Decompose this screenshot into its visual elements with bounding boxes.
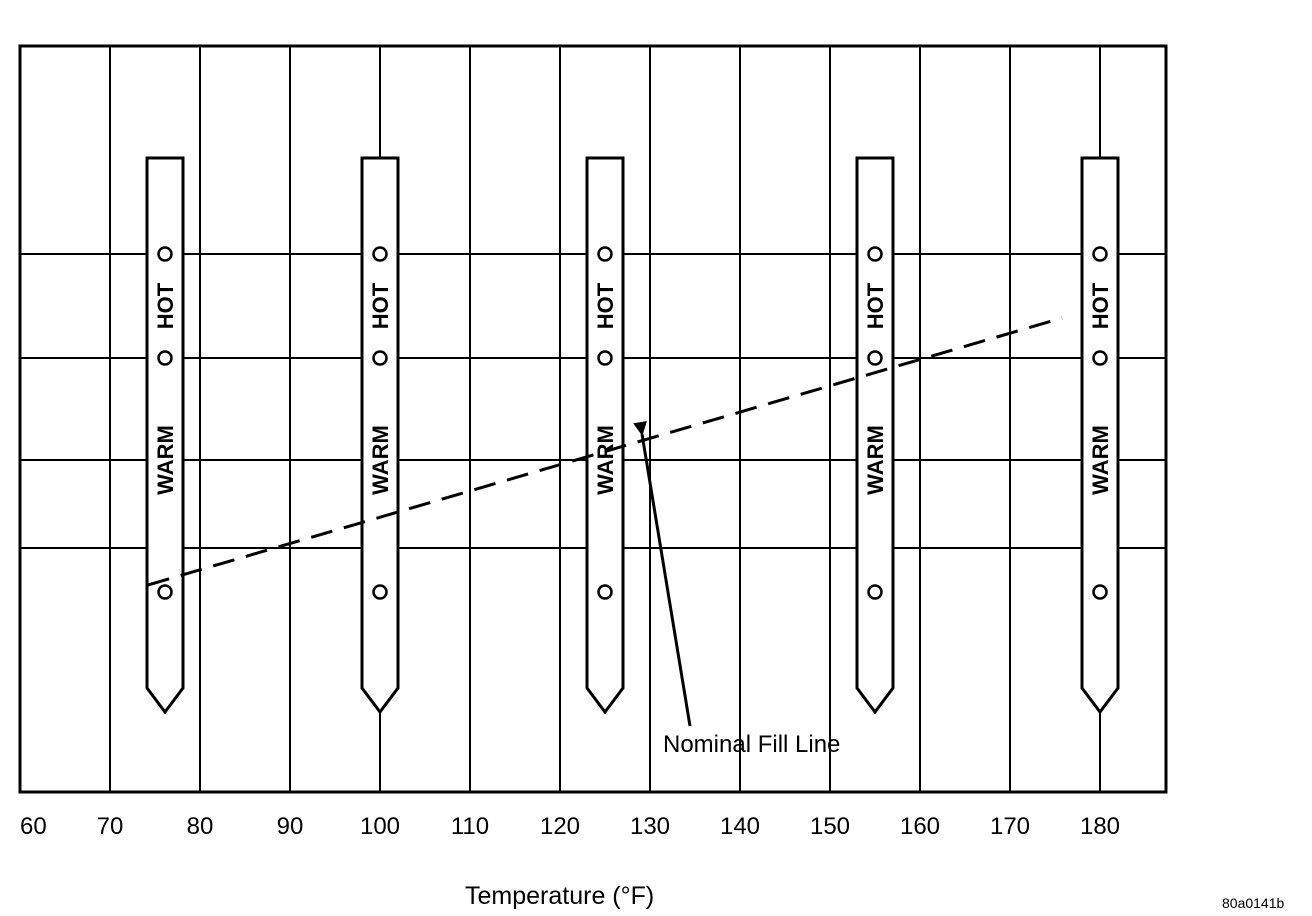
dipstick-hole <box>372 350 388 366</box>
x-axis-title: Temperature (°F) <box>465 882 654 910</box>
dipstick-hot-label: HOT <box>153 282 178 329</box>
x-tick-label: 70 <box>97 813 124 840</box>
callout-arrow <box>633 421 692 727</box>
dipstick-blade <box>1080 156 1120 715</box>
dipstick-hot-label: HOT <box>593 282 618 329</box>
callout-label: Nominal Fill Line <box>663 731 840 758</box>
dipstick-blade <box>855 156 895 715</box>
dipstick-hot-label: HOT <box>368 282 393 329</box>
dipsticks: HOT WARM HOT WARM HOT WARM HOT WARM HOT WARM <box>145 156 1120 715</box>
dipstick-warm-label: WARM <box>153 425 178 495</box>
x-tick-label: 170 <box>990 813 1030 840</box>
x-tick-label: 60 <box>20 813 47 840</box>
dipstick-warm-label: WARM <box>593 425 618 495</box>
x-tick-label: 80 <box>187 813 214 840</box>
x-tick-label: 140 <box>720 813 760 840</box>
dipstick-hole <box>372 246 388 262</box>
dipstick-hot-label: HOT <box>863 282 888 329</box>
x-tick-label: 180 <box>1080 813 1120 840</box>
nominal-fill-line <box>147 316 1063 587</box>
x-tick-label: 160 <box>900 813 940 840</box>
dipstick-warm-label: WARM <box>368 425 393 495</box>
dipstick-blade <box>585 156 625 715</box>
dipstick-hole <box>867 350 883 366</box>
plot-frame <box>18 44 1168 794</box>
figure-code: 80a0141b <box>1222 895 1285 911</box>
dipstick: HOT WARM <box>145 156 185 715</box>
dipstick-hole <box>597 350 613 366</box>
x-tick-label: 120 <box>540 813 580 840</box>
dipstick-hole <box>1092 584 1108 600</box>
dipstick: HOT WARM <box>855 156 895 715</box>
dipstick-hot-label: HOT <box>1088 282 1113 329</box>
x-tick-label: 100 <box>360 813 400 840</box>
dipstick-hole <box>867 584 883 600</box>
dipstick-blade <box>360 156 400 715</box>
x-tick-label: 110 <box>451 813 489 840</box>
dipstick-warm-label: WARM <box>1088 425 1113 495</box>
dipstick-warm-label: WARM <box>863 425 888 495</box>
dipstick-hole <box>157 584 173 600</box>
dipstick-hole <box>597 246 613 262</box>
x-tick-label: 90 <box>277 813 304 840</box>
dipstick: HOT WARM <box>585 156 625 715</box>
x-tick-label: 150 <box>810 813 850 840</box>
dipstick: HOT WARM <box>360 156 400 715</box>
dipstick-hole <box>157 350 173 366</box>
x-tick-labels: 60 70 80 90 100 110 120 130 140 150 160 170 180 <box>20 813 1120 840</box>
x-tick-label: 130 <box>630 813 670 840</box>
dipstick-hole <box>1092 350 1108 366</box>
dipstick-blade <box>145 156 185 715</box>
dipstick-hole <box>597 584 613 600</box>
dipstick-hole <box>372 584 388 600</box>
dipstick: HOT WARM <box>1080 156 1120 715</box>
dipstick-hole <box>1092 246 1108 262</box>
dipstick-hole <box>157 246 173 262</box>
dipstick-hole <box>867 246 883 262</box>
